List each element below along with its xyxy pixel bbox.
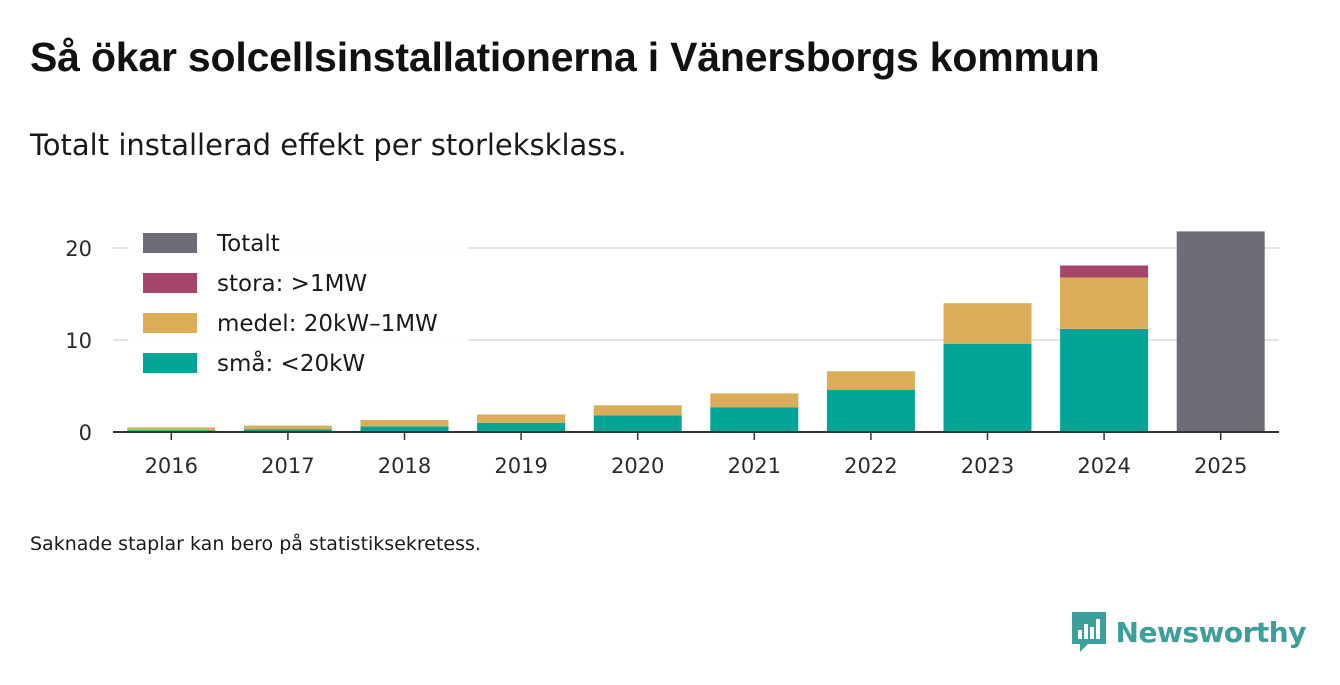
- bar-totalt-2025: [1176, 231, 1265, 432]
- newsworthy-icon: [1071, 612, 1106, 652]
- x-tick-label-2020: 2020: [611, 454, 664, 478]
- x-tick-label-2016: 2016: [145, 454, 198, 478]
- bar-medel-2023: [943, 303, 1032, 344]
- x-tick-label-2024: 2024: [1077, 454, 1130, 478]
- legend-label-medel: medel: 20kW–1MW: [217, 311, 438, 337]
- chart-subtitle: Totalt installerad effekt per storlekskl…: [30, 128, 627, 162]
- y-tick-label: 10: [65, 329, 92, 353]
- x-tick-label-2019: 2019: [494, 454, 547, 478]
- footnote: Saknade staplar kan bero på statistiksek…: [30, 533, 481, 555]
- x-tick-label-2017: 2017: [261, 454, 314, 478]
- legend-swatch-totalt: [143, 233, 197, 253]
- bar-medel-2017: [243, 425, 332, 430]
- x-tick-label-2022: 2022: [844, 454, 897, 478]
- bar-medel-2018: [360, 420, 449, 427]
- bar-medel-2024: [1060, 277, 1149, 329]
- bar-medel-2019: [477, 414, 566, 423]
- legend-label-stora: stora: >1MW: [217, 271, 367, 297]
- bar-medel-2021: [710, 393, 799, 408]
- bar-sma-2022: [826, 389, 915, 432]
- bar-stora-2024: [1060, 265, 1149, 278]
- bar-sma-2024: [1060, 329, 1149, 432]
- legend-swatch-sma: [143, 353, 197, 373]
- bar-sma-2020: [593, 415, 682, 432]
- chart-title: Så ökar solcellsinstallationerna i Väner…: [30, 34, 1100, 80]
- legend-label-totalt: Totalt: [216, 231, 280, 257]
- brand-logo: Newsworthy: [1070, 610, 1307, 654]
- x-tick-label-2021: 2021: [728, 454, 781, 478]
- y-tick-label: 20: [65, 237, 92, 261]
- bar-sma-2018: [360, 426, 449, 432]
- axes: 0 10 20 2016 2017 2018 2019 2020 2021 2022 2023 202…: [65, 237, 1279, 478]
- y-tick-label: 0: [79, 421, 92, 445]
- bars: [127, 231, 1265, 432]
- brand-name: Newsworthy: [1115, 615, 1307, 649]
- bar-sma-2021: [710, 407, 799, 432]
- bar-sma-2019: [477, 422, 566, 432]
- x-tick-label-2023: 2023: [961, 454, 1014, 478]
- bar-medel-2022: [826, 371, 915, 390]
- legend-label-sma: små: <20kW: [217, 349, 365, 377]
- x-tick-label-2018: 2018: [378, 454, 431, 478]
- bar-medel-2016: [127, 427, 216, 431]
- x-tick-label-2025: 2025: [1194, 454, 1247, 478]
- bar-medel-2020: [593, 405, 682, 416]
- stacked-bar-chart: 0 10 20 2016 2017 2018 2019 2020 2021 2022 2023 202…: [65, 222, 1279, 478]
- legend-swatch-medel: [143, 313, 197, 333]
- legend: Totalt stora: >1MW medel: 20kW–1MW små: <20…: [128, 222, 468, 382]
- bar-sma-2017: [243, 429, 332, 432]
- bar-sma-2023: [943, 343, 1032, 432]
- legend-swatch-stora: [143, 273, 197, 293]
